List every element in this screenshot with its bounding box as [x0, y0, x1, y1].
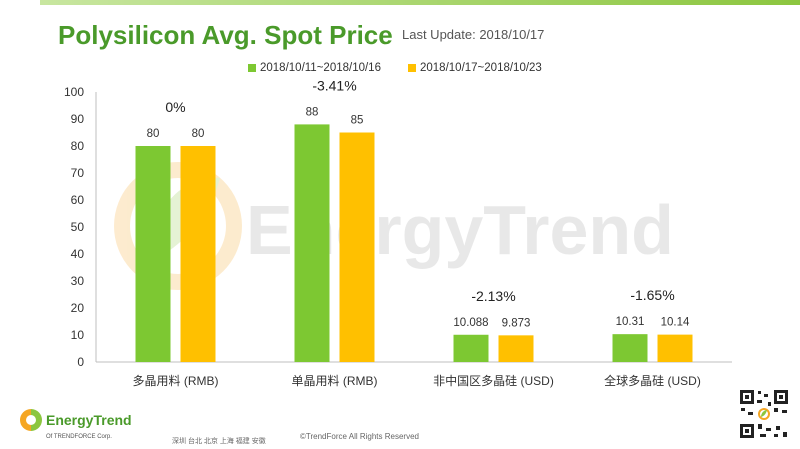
x-category-label: 单晶用料 (RMB): [292, 374, 378, 388]
change-label-cat3: -2.13%: [471, 288, 515, 304]
y-tick-label: 60: [71, 193, 85, 207]
y-tick-label: 10: [71, 328, 85, 342]
bar-series1-cat2: [294, 124, 330, 363]
y-tick-label: 40: [71, 247, 85, 261]
footer-logo-sub: Of TRENDFORCE Corp.: [46, 434, 112, 440]
last-update: Last Update: 2018/10/17: [402, 27, 545, 42]
data-label-series2-cat4: 10.14: [661, 317, 690, 329]
legend-label-series2: 2018/10/17~2018/10/23: [420, 62, 542, 74]
data-label-series1-cat4: 10.31: [616, 316, 645, 328]
footer-logo: EnergyTrend: [20, 409, 132, 431]
x-category-label: 全球多晶硅 (USD): [604, 373, 701, 388]
y-tick-label: 30: [71, 274, 85, 288]
energytrend-logo-icon: [20, 409, 42, 431]
y-tick-label: 20: [71, 301, 85, 315]
legend-item-series1: 2018/10/11~2018/10/16: [248, 62, 381, 74]
bar-series1-cat1: [135, 146, 171, 362]
bar-series2-cat1: [180, 146, 216, 362]
change-label-cat1: 0%: [165, 99, 185, 115]
data-label-series1-cat3: 10.088: [453, 317, 488, 329]
bar-series2-cat2: [339, 132, 375, 362]
legend-item-series2: 2018/10/17~2018/10/23: [408, 62, 542, 74]
page-title: Polysilicon Avg. Spot Price: [58, 20, 393, 50]
data-label-series2-cat1: 80: [192, 128, 205, 140]
legend-swatch-series2: [408, 64, 416, 72]
bar-series2-cat3: [498, 335, 534, 362]
y-tick-label: 50: [71, 220, 85, 234]
y-tick-label: 90: [71, 112, 85, 126]
footer-copyright: ©TrendForce All Rights Reserved: [300, 432, 419, 441]
legend-label-series1: 2018/10/11~2018/10/16: [260, 62, 381, 74]
data-label-series1-cat2: 88: [306, 106, 319, 118]
top-stripe: [40, 0, 800, 5]
change-label-cat4: -1.65%: [630, 287, 674, 303]
data-label-series2-cat2: 85: [351, 115, 364, 127]
bar-series1-cat4: [612, 334, 648, 362]
data-label-series2-cat3: 9.873: [502, 317, 531, 329]
y-tick-label: 100: [64, 85, 84, 99]
qr-code-icon: [738, 388, 790, 440]
bar-series1-cat3: [453, 334, 489, 362]
y-tick-label: 80: [71, 139, 85, 153]
change-label-cat2: -3.41%: [312, 77, 356, 93]
footer-cities: 深圳 台北 北京 上海 福建 安徽: [172, 438, 266, 445]
footer-logo-text: EnergyTrend: [46, 412, 132, 428]
data-label-series1-cat1: 80: [147, 128, 160, 140]
x-category-label: 多晶用料 (RMB): [133, 374, 219, 388]
bar-series2-cat4: [657, 334, 693, 362]
x-category-label: 非中国区多晶硅 (USD): [433, 373, 554, 388]
y-tick-label: 70: [71, 166, 85, 180]
legend-swatch-series1: [248, 64, 256, 72]
watermark-ring-icon: [114, 162, 242, 290]
y-tick-label: 0: [77, 355, 84, 369]
